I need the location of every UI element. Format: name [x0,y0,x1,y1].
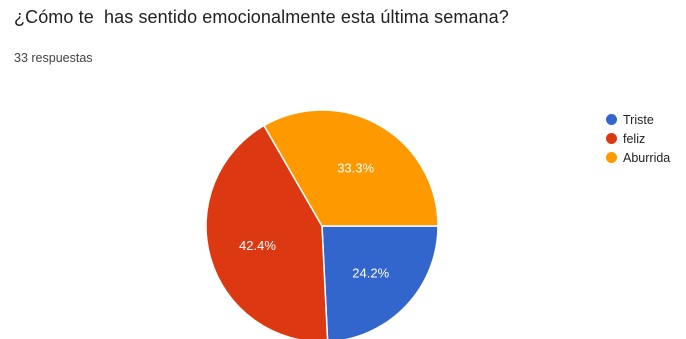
legend-label-triste: Triste [623,112,654,127]
legend-item-triste[interactable]: Triste [606,110,670,129]
slice-label-feliz: 42.4% [239,238,276,253]
slice-label-aburrida: 33.3% [337,161,374,176]
legend-label-aburrida: Aburrida [623,150,671,165]
pie-slice-aburrida[interactable] [262,109,439,227]
legend-swatch-triste [606,114,617,125]
slice-label-triste: 24.2% [352,265,389,280]
question-title: ¿Cómo te has sentido emocionalmente esta… [14,7,509,27]
pie-slice-feliz[interactable] [205,124,329,339]
legend-swatch-feliz [606,133,617,144]
legend-item-aburrida[interactable]: Aburrida [606,148,670,167]
legend-item-feliz[interactable]: feliz [606,129,670,148]
legend-swatch-aburrida [606,152,617,163]
pie-slice-triste[interactable] [321,225,439,339]
response-count: 33 respuestas [14,51,93,65]
chart-legend: Triste feliz Aburrida [606,110,670,167]
legend-label-feliz: feliz [623,131,646,146]
